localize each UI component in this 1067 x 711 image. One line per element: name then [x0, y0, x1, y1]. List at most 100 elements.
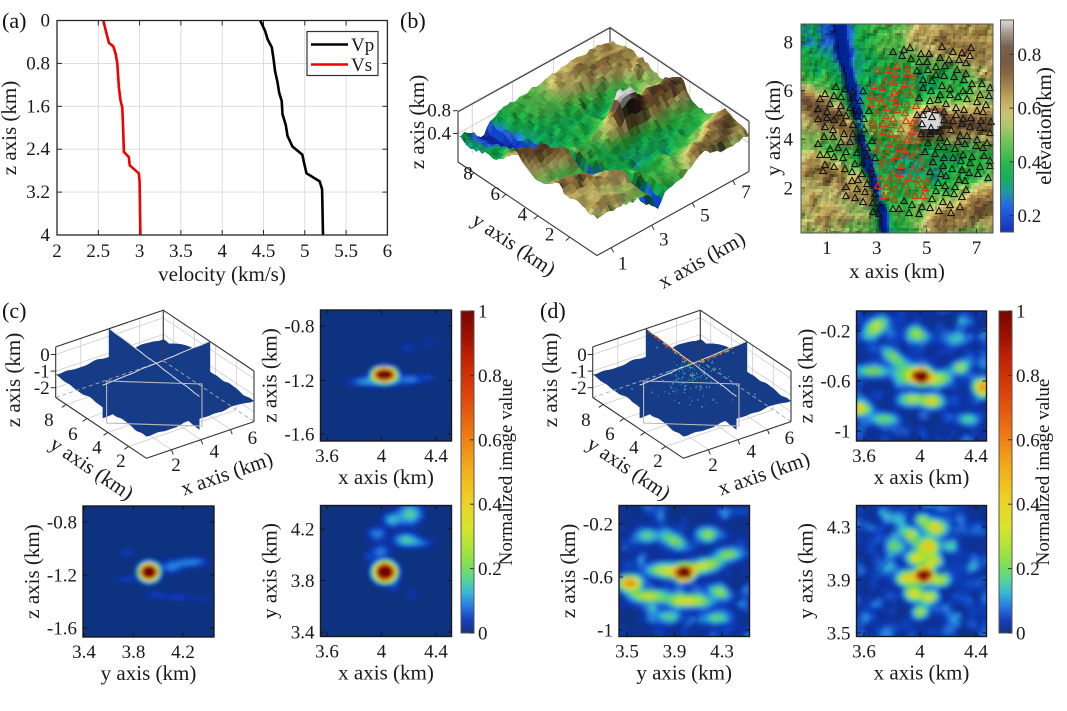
svg-text:3.2: 3.2	[26, 182, 50, 203]
svg-text:2.5: 2.5	[86, 241, 110, 262]
svg-text:(d): (d)	[540, 298, 566, 323]
svg-text:elevation(km): elevation(km)	[1032, 67, 1056, 185]
svg-text:x axis (km): x axis (km)	[849, 259, 945, 283]
svg-text:3.8: 3.8	[291, 571, 315, 592]
svg-text:x axis (km): x axis (km)	[338, 465, 434, 489]
svg-text:velocity (km/s): velocity (km/s)	[158, 262, 286, 286]
svg-text:0.6: 0.6	[478, 430, 502, 451]
svg-text:0.2: 0.2	[1018, 206, 1042, 227]
svg-text:Normalized image value: Normalized image value	[1033, 379, 1054, 566]
svg-text:x axis (km): x axis (km)	[874, 465, 970, 489]
svg-text:4.4: 4.4	[964, 446, 988, 467]
svg-text:1.6: 1.6	[26, 96, 50, 117]
svg-text:3.4: 3.4	[291, 623, 315, 644]
svg-text:(b): (b)	[400, 8, 426, 33]
svg-text:0.2: 0.2	[478, 559, 502, 580]
svg-text:0.8: 0.8	[427, 101, 451, 122]
svg-text:4: 4	[915, 446, 925, 467]
svg-text:4: 4	[217, 241, 227, 262]
svg-text:4: 4	[41, 225, 51, 246]
svg-text:-1: -1	[34, 362, 50, 383]
svg-text:5: 5	[922, 238, 932, 259]
svg-text:1: 1	[822, 238, 832, 259]
svg-text:3.9: 3.9	[827, 571, 851, 592]
svg-text:4: 4	[518, 204, 528, 225]
svg-text:4: 4	[377, 446, 387, 467]
svg-text:y axis (km): y axis (km)	[101, 661, 197, 685]
svg-text:x axis (km): x axis (km)	[874, 661, 970, 685]
svg-text:3.6: 3.6	[852, 446, 876, 467]
svg-text:8: 8	[784, 32, 794, 53]
svg-text:5.5: 5.5	[334, 241, 358, 262]
svg-text:y axis (km): y axis (km)	[794, 523, 818, 619]
svg-text:0: 0	[478, 624, 488, 645]
svg-text:8: 8	[44, 410, 54, 431]
svg-text:3.6: 3.6	[315, 642, 339, 663]
svg-text:0.4: 0.4	[478, 495, 502, 516]
svg-text:3.6: 3.6	[315, 446, 339, 467]
svg-text:(c): (c)	[2, 298, 26, 323]
svg-text:0.8: 0.8	[1018, 45, 1042, 66]
svg-text:0.4: 0.4	[427, 124, 451, 145]
svg-text:4.4: 4.4	[424, 446, 448, 467]
svg-text:3: 3	[659, 230, 669, 251]
svg-text:z axis (km): z axis (km)	[20, 524, 44, 618]
svg-text:8: 8	[463, 164, 473, 185]
svg-text:-0.2: -0.2	[820, 322, 850, 343]
svg-text:0.4: 0.4	[1016, 495, 1040, 516]
svg-text:4: 4	[915, 642, 925, 663]
svg-text:z axis (km): z axis (km)	[405, 75, 429, 169]
svg-text:6: 6	[68, 424, 78, 445]
svg-text:-1: -1	[835, 422, 851, 443]
svg-text:2: 2	[171, 455, 181, 476]
svg-text:2.4: 2.4	[26, 139, 50, 160]
svg-text:4: 4	[209, 441, 219, 462]
svg-text:2: 2	[545, 225, 555, 246]
svg-text:0.8: 0.8	[1016, 366, 1040, 387]
svg-text:-1.2: -1.2	[284, 371, 314, 392]
svg-text:-0.8: -0.8	[284, 317, 314, 338]
svg-text:8: 8	[581, 410, 591, 431]
svg-text:2: 2	[116, 451, 126, 472]
svg-text:(a): (a)	[2, 8, 26, 33]
svg-text:2: 2	[653, 451, 663, 472]
svg-text:2: 2	[708, 455, 718, 476]
svg-text:0.6: 0.6	[1016, 430, 1040, 451]
svg-text:z axis (km): z axis (km)	[556, 524, 580, 618]
svg-text:3.5: 3.5	[615, 642, 639, 663]
svg-text:x axis (km): x axis (km)	[338, 661, 434, 685]
svg-text:0.6: 0.6	[1018, 99, 1042, 120]
svg-text:6: 6	[248, 428, 258, 449]
svg-text:z axis (km): z axis (km)	[0, 81, 21, 175]
svg-text:7: 7	[972, 238, 982, 259]
svg-text:0: 0	[41, 11, 51, 32]
svg-text:0.2: 0.2	[1016, 559, 1040, 580]
svg-text:3.9: 3.9	[663, 642, 687, 663]
svg-text:-0.2: -0.2	[583, 515, 613, 536]
svg-text:0: 0	[1016, 624, 1026, 645]
svg-text:Vs: Vs	[351, 55, 372, 76]
svg-text:3.5: 3.5	[827, 624, 851, 645]
svg-text:6: 6	[383, 241, 393, 262]
svg-text:0.8: 0.8	[478, 366, 502, 387]
svg-text:y axis (km): y axis (km)	[761, 80, 785, 176]
svg-text:4: 4	[629, 437, 639, 458]
svg-text:7: 7	[741, 182, 751, 203]
svg-text:2: 2	[52, 241, 62, 262]
svg-text:4.3: 4.3	[827, 518, 851, 539]
svg-text:-0.8: -0.8	[47, 513, 77, 534]
svg-text:-2: -2	[571, 378, 587, 399]
svg-text:Vp: Vp	[351, 35, 374, 56]
svg-text:1: 1	[478, 302, 488, 323]
svg-text:3.8: 3.8	[122, 642, 146, 663]
svg-text:4: 4	[92, 437, 102, 458]
svg-text:y axis (km): y axis (km)	[258, 523, 282, 619]
svg-text:3.6: 3.6	[852, 642, 876, 663]
svg-text:z axis (km): z axis (km)	[258, 328, 282, 422]
svg-text:0.8: 0.8	[26, 53, 50, 74]
svg-text:4: 4	[784, 130, 794, 151]
svg-text:0: 0	[577, 345, 587, 366]
svg-text:-2: -2	[34, 378, 50, 399]
svg-text:6: 6	[490, 184, 500, 205]
svg-text:4.5: 4.5	[252, 241, 276, 262]
